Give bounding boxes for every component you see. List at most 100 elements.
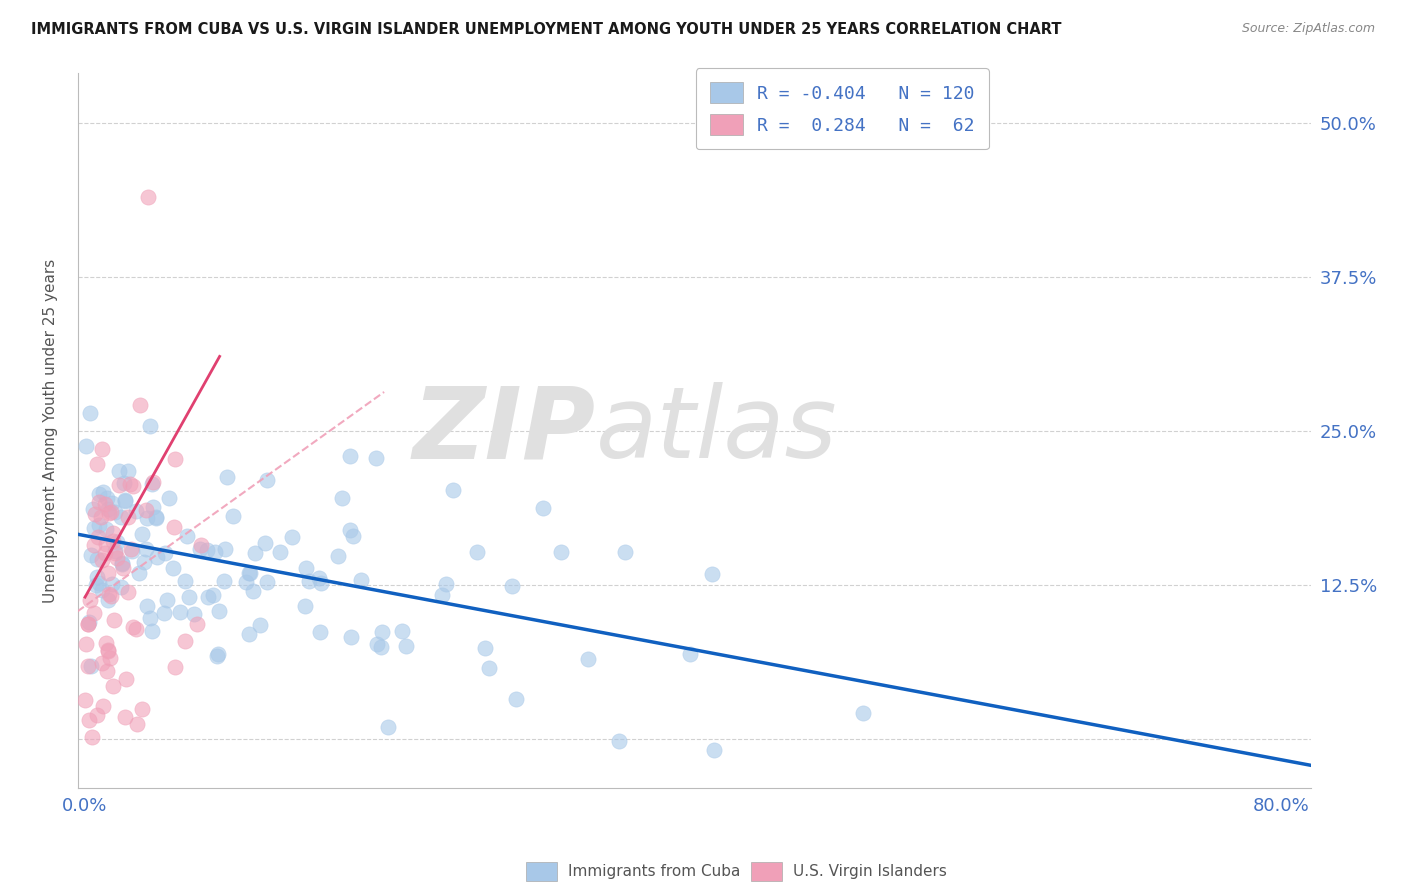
Point (145, 510, 167, 524)
Point (174, 633, 197, 648)
Point (505, 692, 527, 706)
Point (139, 418, 162, 433)
Point (339, 630, 361, 644)
Point (311, 575, 333, 590)
Point (201, 588, 224, 602)
Point (207, 647, 229, 661)
Point (394, 639, 416, 653)
Point (101, 679, 124, 693)
Point (214, 541, 236, 556)
Point (501, 579, 523, 593)
Point (121, 544, 143, 558)
Point (142, 475, 165, 489)
Point (87, 487, 110, 501)
Point (136, 189, 159, 203)
Point (87, 576, 110, 591)
Point (298, 574, 321, 589)
Point (89, 517, 111, 532)
Point (146, 550, 169, 565)
Point (465, 544, 488, 558)
Point (80, 659, 103, 673)
Point (114, 493, 136, 508)
Point (614, 545, 637, 559)
Point (128, 398, 150, 412)
Point (186, 617, 208, 632)
Point (79, 592, 101, 607)
Point (82, 730, 104, 744)
Point (96, 491, 118, 505)
Point (162, 561, 184, 575)
Text: ZIP: ZIP (413, 383, 596, 479)
Point (139, 611, 162, 625)
Point (94, 537, 117, 551)
Text: Source: ZipAtlas.com: Source: ZipAtlas.com (1241, 22, 1375, 36)
Point (94, 546, 117, 560)
Point (97, 644, 120, 658)
Point (212, 574, 235, 588)
Point (607, 734, 630, 748)
Point (176, 529, 198, 543)
Point (96, 664, 118, 678)
Point (90, 510, 112, 524)
Point (136, 599, 159, 613)
Point (83, 521, 105, 535)
Point (256, 574, 278, 589)
Point (107, 464, 129, 478)
Point (105, 550, 128, 565)
Point (163, 660, 186, 674)
Point (87, 530, 110, 544)
Point (242, 583, 264, 598)
Point (80, 548, 103, 562)
Point (86, 458, 108, 472)
Point (179, 590, 201, 604)
Point (98, 507, 121, 521)
Point (117, 585, 139, 599)
Point (112, 475, 135, 490)
Point (197, 590, 219, 604)
Point (125, 504, 148, 518)
Point (76, 616, 98, 631)
Point (131, 702, 153, 716)
Point (75, 637, 97, 651)
Point (91, 442, 114, 456)
Point (75, 439, 97, 453)
Point (576, 651, 599, 665)
Point (114, 492, 136, 507)
Point (105, 535, 128, 549)
Point (391, 624, 413, 638)
Point (111, 556, 134, 570)
Point (308, 625, 330, 640)
Legend: R = -0.404   N = 120, R =  0.284   N =  62: R = -0.404 N = 120, R = 0.284 N = 62 (696, 68, 988, 149)
Point (434, 577, 457, 591)
Point (97, 587, 120, 601)
Point (281, 530, 304, 544)
Point (108, 478, 131, 492)
Point (79, 406, 101, 420)
Point (94, 522, 117, 536)
Point (101, 576, 124, 591)
Point (163, 452, 186, 467)
Point (135, 511, 157, 525)
Point (83, 507, 105, 521)
Point (703, 742, 725, 756)
Point (121, 620, 143, 634)
Point (679, 647, 702, 661)
Point (364, 450, 387, 465)
Point (195, 542, 218, 557)
Y-axis label: Unemployment Among Youth under 25 years: Unemployment Among Youth under 25 years (44, 259, 58, 603)
Point (104, 546, 127, 560)
Point (111, 560, 134, 574)
Point (96, 643, 118, 657)
Point (94, 636, 117, 650)
Point (215, 470, 238, 484)
Point (86, 570, 108, 584)
Point (125, 716, 148, 731)
Point (77, 615, 100, 629)
Point (294, 599, 316, 614)
Point (100, 504, 122, 518)
Point (430, 589, 453, 603)
Point (326, 549, 349, 564)
Point (83, 537, 105, 551)
Point (100, 589, 122, 603)
Point (142, 500, 165, 514)
